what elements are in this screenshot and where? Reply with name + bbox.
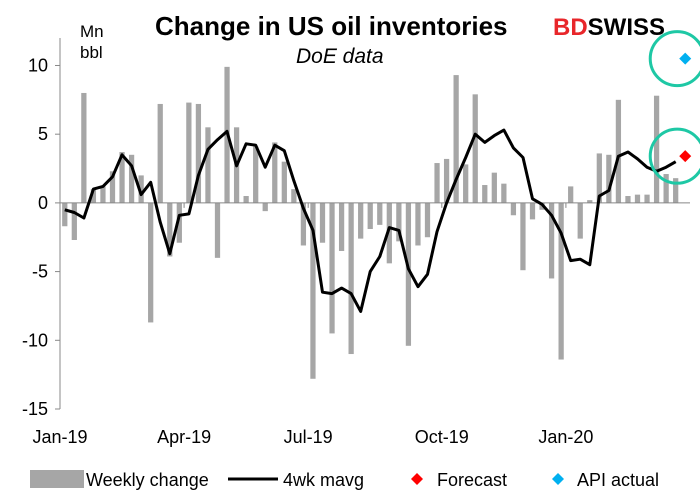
legend-swatch-forecast	[411, 473, 423, 485]
legend: Weekly change 4wk mavg Forecast API actu…	[30, 470, 659, 490]
brand-logo-bd: BD	[553, 14, 588, 41]
bar-weekly-change	[463, 164, 469, 203]
bar-weekly-change	[653, 95, 660, 203]
bar-weekly-change	[329, 202, 335, 334]
legend-label-4wk-mavg: 4wk mavg	[283, 470, 364, 490]
bar-weekly-change	[615, 99, 622, 203]
bar-weekly-change	[606, 154, 612, 203]
bar-weekly-change	[195, 103, 202, 203]
y-unit-line-1: Mn	[80, 22, 104, 41]
bar-weekly-change	[367, 202, 373, 229]
bar-weekly-change	[415, 202, 421, 246]
y-tick-label: 10	[28, 55, 48, 75]
bar-weekly-change	[587, 200, 593, 203]
bar-weekly-change	[253, 146, 259, 203]
highlight-circle	[648, 127, 700, 185]
bar-weekly-change	[109, 171, 116, 203]
bar-weekly-change	[71, 202, 77, 240]
point-api-actual	[679, 52, 692, 65]
bar-weekly-change	[300, 202, 307, 246]
bar-weekly-change	[405, 202, 412, 346]
bar-weekly-change	[491, 172, 497, 203]
bar-weekly-change	[644, 194, 650, 203]
bar-weekly-change	[128, 154, 135, 203]
bar-weekly-change	[673, 178, 679, 203]
bar-weekly-change	[625, 196, 631, 203]
highlight-circle	[648, 30, 700, 88]
bar-weekly-change	[377, 202, 383, 225]
line-4wk-mavg	[64, 128, 677, 313]
bar-weekly-change	[558, 202, 564, 360]
svg-text:BDSWISS: BDSWISS	[553, 14, 665, 41]
chart-subtitle: DoE data	[296, 45, 384, 68]
bar-weekly-change	[348, 202, 354, 355]
bar-weekly-change	[520, 202, 526, 271]
legend-label-api-actual: API actual	[577, 470, 659, 490]
bar-weekly-change	[319, 202, 326, 243]
legend-swatch-weekly-change	[30, 470, 84, 488]
bar-weekly-change	[453, 75, 459, 203]
bar-weekly-change	[148, 202, 154, 323]
bar-weekly-change	[396, 202, 402, 242]
bar-weekly-change	[205, 127, 211, 203]
bar-weekly-change	[186, 102, 192, 203]
bar-weekly-change	[167, 202, 173, 257]
bar-weekly-change	[386, 202, 392, 264]
legend-label-weekly-change: Weekly change	[86, 470, 209, 490]
bar-weekly-change	[138, 175, 144, 203]
legend-label-forecast: Forecast	[437, 470, 507, 490]
bar-weekly-change	[157, 103, 163, 203]
point-forecast	[679, 150, 692, 163]
bar-weekly-change	[443, 158, 450, 203]
bar-weekly-change	[262, 202, 268, 212]
bar-weekly-change	[90, 189, 97, 203]
y-tick-label: 5	[38, 124, 48, 144]
bar-weekly-change	[243, 196, 249, 203]
legend-swatch-api-actual	[552, 473, 564, 485]
bar-weekly-change	[529, 202, 536, 220]
bar-weekly-change	[548, 202, 555, 279]
bar-weekly-change	[100, 186, 106, 203]
y-tick-label: -15	[22, 399, 48, 419]
bar-weekly-change	[510, 202, 517, 216]
bar-weekly-change	[501, 183, 507, 203]
bar-weekly-change	[338, 202, 345, 251]
x-tick-label: Oct-19	[415, 427, 469, 447]
bar-weekly-change	[577, 202, 583, 239]
bar-weekly-change	[434, 163, 440, 203]
brand-logo-rest: SWISS	[588, 14, 665, 41]
plot-area: 10 5 0 -5 -10 -15 Jan-19 Apr-19 Jul-19 Oct-19 Jan-…	[22, 30, 700, 447]
bar-weekly-change	[472, 94, 478, 203]
y-tick-label: -5	[32, 262, 48, 282]
bar-weekly-change	[272, 142, 278, 203]
bar-weekly-change	[176, 202, 182, 243]
bar-weekly-change	[119, 152, 125, 203]
bar-weekly-change	[281, 161, 287, 203]
chart-title: Change in US oil inventories	[155, 11, 508, 41]
bar-weekly-change	[482, 185, 488, 203]
bar-weekly-change	[214, 202, 221, 258]
bar-weekly-change	[310, 202, 316, 379]
x-tick-label: Jan-19	[32, 427, 87, 447]
bar-weekly-change	[424, 202, 431, 238]
brand-logo: BDSWISS	[553, 14, 665, 41]
x-tick-label: Jul-19	[284, 427, 333, 447]
bar-weekly-change	[291, 189, 297, 203]
y-tick-label: -10	[22, 330, 48, 350]
x-tick-label: Apr-19	[157, 427, 211, 447]
bar-weekly-change	[81, 92, 87, 203]
bar-weekly-change	[62, 202, 68, 227]
bar-weekly-change	[663, 174, 669, 203]
bar-weekly-change	[596, 153, 602, 203]
bar-weekly-change	[358, 202, 364, 239]
x-tick-label: Jan-20	[538, 427, 593, 447]
bar-weekly-change	[568, 186, 574, 203]
bar-weekly-change	[634, 194, 641, 203]
y-unit-line-2: bbl	[80, 43, 103, 62]
y-tick-label: 0	[38, 193, 48, 213]
